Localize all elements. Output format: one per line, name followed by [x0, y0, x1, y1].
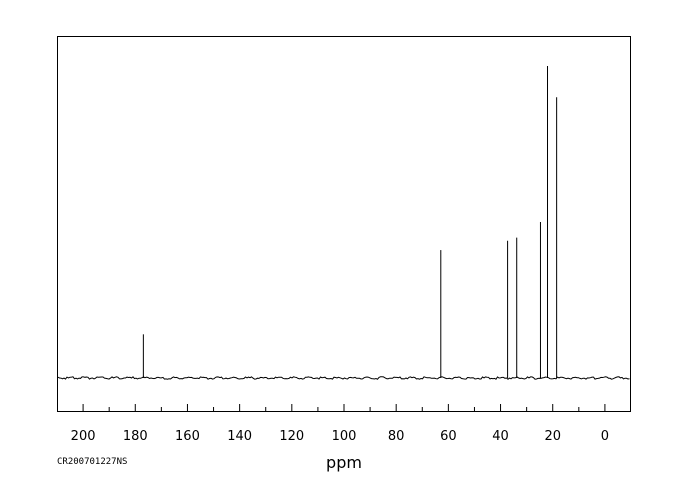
- x-tick-label: 100: [332, 429, 357, 444]
- x-tick-label: 0: [601, 429, 609, 444]
- x-tick-label: 80: [388, 429, 405, 444]
- x-axis-label: ppm: [326, 453, 362, 472]
- x-axis-ticks: [82, 404, 606, 411]
- x-tick-label: 140: [227, 429, 252, 444]
- x-tick-label: 120: [279, 429, 304, 444]
- x-tick-label: 40: [492, 429, 509, 444]
- x-tick-label: 160: [175, 429, 200, 444]
- x-tick-label: 200: [71, 429, 96, 444]
- x-axis-tick-labels: 200 180 160 140 120 100 80 60 40 20 0: [71, 429, 609, 444]
- x-tick-label: 20: [544, 429, 561, 444]
- plot-frame: [57, 36, 631, 412]
- sample-id: CR200701227NS: [57, 457, 127, 467]
- x-tick-label: 180: [123, 429, 148, 444]
- spectrum-baseline: [57, 376, 630, 380]
- spectrum-peaks: [142, 66, 558, 378]
- x-tick-label: 60: [440, 429, 457, 444]
